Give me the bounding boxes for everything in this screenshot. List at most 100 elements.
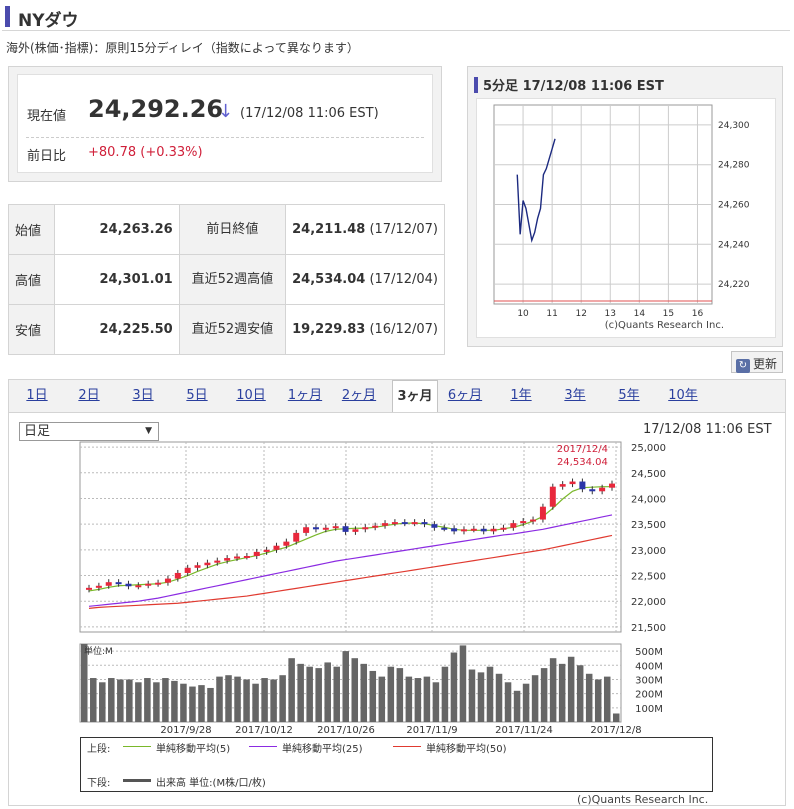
volume-bar: [540, 668, 548, 722]
volume-bar: [459, 645, 467, 722]
prev-close-date: (17/12/07): [369, 222, 438, 237]
volume-plot-frame: [79, 643, 622, 723]
candle: [332, 526, 339, 529]
legend-ma25-swatch: [249, 746, 277, 747]
volume-bar: [504, 682, 512, 722]
volume-y-tick: 500M: [635, 647, 663, 658]
peak-annotation-value: 24,534.04: [557, 457, 608, 468]
tab-6[interactable]: 1ヶ月: [287, 388, 323, 403]
mini-price-line: [516, 138, 556, 243]
candle: [303, 527, 310, 533]
dropdown-arrow-icon: ▼: [145, 426, 152, 436]
tab-7[interactable]: 2ヶ月: [341, 388, 377, 403]
candle: [401, 522, 408, 525]
mini-x-tick: 14: [634, 309, 646, 319]
stats-row-open: 始値 24,263.26 前日終値 24,211.48 (17/12/07): [8, 204, 445, 255]
candle: [224, 558, 231, 561]
volume-bar: [468, 669, 476, 722]
volume-y-tick: 400M: [635, 661, 663, 672]
main-chart-time: 17/12/08 11:06 EST: [643, 422, 772, 437]
tab-2[interactable]: 2日: [78, 388, 100, 403]
candle: [559, 484, 566, 487]
volume-bar: [306, 666, 313, 722]
tab-10[interactable]: 1年: [510, 388, 532, 403]
volume-bar: [396, 668, 404, 722]
volume-bar: [270, 679, 277, 722]
main-plot-frame: [79, 441, 622, 633]
delay-note: 海外(株価･指標)：原則15分ディレイ（指数によって異なります）: [6, 41, 359, 55]
tab-12[interactable]: 5年: [618, 388, 640, 403]
volume-x-tick: 2017/10/12: [235, 725, 293, 736]
volume-bar: [315, 668, 322, 722]
volume-bar: [153, 682, 160, 722]
volume-bar: [567, 656, 575, 722]
candle: [579, 481, 586, 490]
candle: [490, 528, 497, 532]
ma5-line: [88, 486, 612, 592]
candle: [214, 560, 221, 563]
candle: [105, 582, 112, 586]
quote-card: [17, 74, 433, 173]
current-price-label: 現在値: [27, 109, 67, 124]
candle: [589, 489, 596, 492]
volume-bar: [522, 683, 530, 722]
volume-bar: [594, 679, 602, 722]
divider: [26, 137, 424, 138]
candle: [283, 541, 290, 546]
stats-row-high: 高値 24,301.01 直近52週高値 24,534.04 (17/12/04…: [8, 254, 445, 305]
volume-bar: [585, 673, 593, 722]
current-price-time: (17/12/08 11:06 EST): [240, 106, 379, 121]
refresh-button[interactable]: ↻ 更新: [731, 351, 783, 373]
volume-bar: [252, 683, 259, 722]
legend-ma5-swatch: [123, 746, 151, 747]
candle: [263, 549, 270, 552]
volume-bar: [612, 713, 620, 722]
page-header: NYダウ: [2, 3, 790, 31]
main-y-tick: 22,000: [631, 597, 666, 608]
volume-bar: [126, 679, 133, 722]
ma50-line: [88, 534, 613, 609]
tab-3[interactable]: 3日: [132, 388, 154, 403]
tab-8[interactable]: 3ヶ月: [392, 380, 438, 413]
tab-4[interactable]: 5日: [186, 388, 208, 403]
interval-select[interactable]: 日足 ▼: [19, 422, 159, 441]
tab-13[interactable]: 10年: [668, 388, 698, 403]
volume-x-tick: 2017/11/9: [406, 725, 457, 736]
candle: [253, 551, 260, 556]
prev-close-label: 前日終値: [178, 204, 287, 255]
mini-x-tick: 16: [692, 309, 704, 319]
legend-ma5: 単純移動平均(5): [156, 744, 231, 755]
volume-bar: [216, 676, 223, 722]
tab-1[interactable]: 1日: [26, 388, 48, 403]
tab-9[interactable]: 6ヶ月: [447, 388, 483, 403]
intraday-chart-svg: 10 11 12 13 14 15 16 24,300 24,280 24,260 24,240 24…: [493, 104, 750, 331]
volume-bar: [135, 682, 142, 722]
mini-y-tick: 24,260: [718, 201, 750, 211]
volume-bar: [423, 676, 431, 722]
main-y-tick: 22,500: [631, 572, 666, 583]
high52-label: 直近52週高値: [178, 254, 287, 305]
volume-bar: [432, 682, 440, 722]
prev-close-value: 24,211.48: [292, 222, 366, 237]
candle: [312, 527, 319, 530]
volume-bar: [342, 651, 349, 722]
volume-bar: [360, 663, 368, 722]
tab-11[interactable]: 3年: [564, 388, 586, 403]
volume-x-tick: 2017/12/8: [590, 725, 641, 736]
mini-x-tick: 12: [575, 309, 586, 319]
candle: [382, 523, 389, 526]
main-chart-panel: [8, 412, 786, 806]
period-tabs: 1日 2日 3日 5日 10日 1ヶ月 2ヶ月 3ヶ月 6ヶ月 1年 3年 5年 10年: [8, 379, 786, 413]
candle: [549, 486, 556, 507]
low52-value: 19,229.83: [292, 322, 366, 337]
legend-ma50: 単純移動平均(50): [426, 744, 507, 755]
volume-bar: [297, 663, 304, 722]
current-price-value: 24,292.26: [88, 95, 224, 123]
volume-bar: [576, 665, 584, 722]
tab-5[interactable]: 10日: [236, 388, 266, 403]
volume-bar: [477, 672, 485, 722]
volume-bar: [207, 687, 214, 722]
candle: [342, 526, 349, 532]
candle: [234, 556, 241, 559]
volume-bar: [288, 658, 295, 722]
